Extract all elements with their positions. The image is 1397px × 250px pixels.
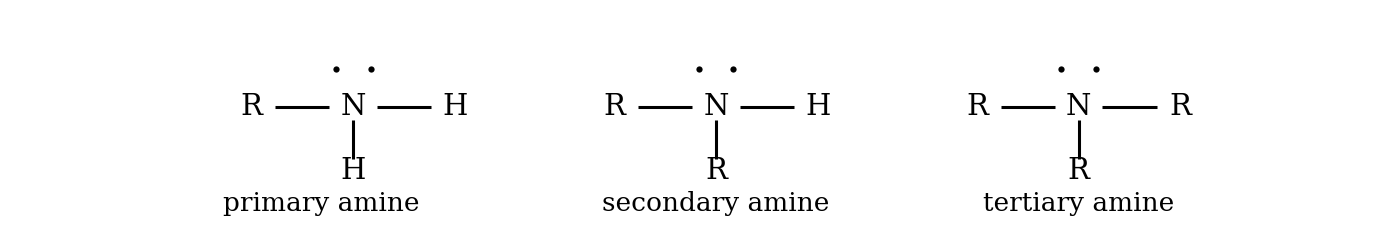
Text: R: R	[1067, 156, 1090, 184]
Text: R: R	[705, 156, 726, 184]
Text: tertiary amine: tertiary amine	[983, 191, 1175, 216]
Text: H: H	[341, 156, 366, 184]
Text: secondary amine: secondary amine	[602, 191, 830, 216]
Text: N: N	[1066, 93, 1091, 121]
Text: R: R	[604, 93, 626, 121]
Text: N: N	[341, 93, 366, 121]
Text: N: N	[703, 93, 729, 121]
Text: R: R	[1169, 93, 1192, 121]
Text: R: R	[240, 93, 263, 121]
Text: primary amine: primary amine	[222, 191, 419, 216]
Text: R: R	[965, 93, 988, 121]
Text: H: H	[805, 93, 830, 121]
Text: H: H	[443, 93, 468, 121]
